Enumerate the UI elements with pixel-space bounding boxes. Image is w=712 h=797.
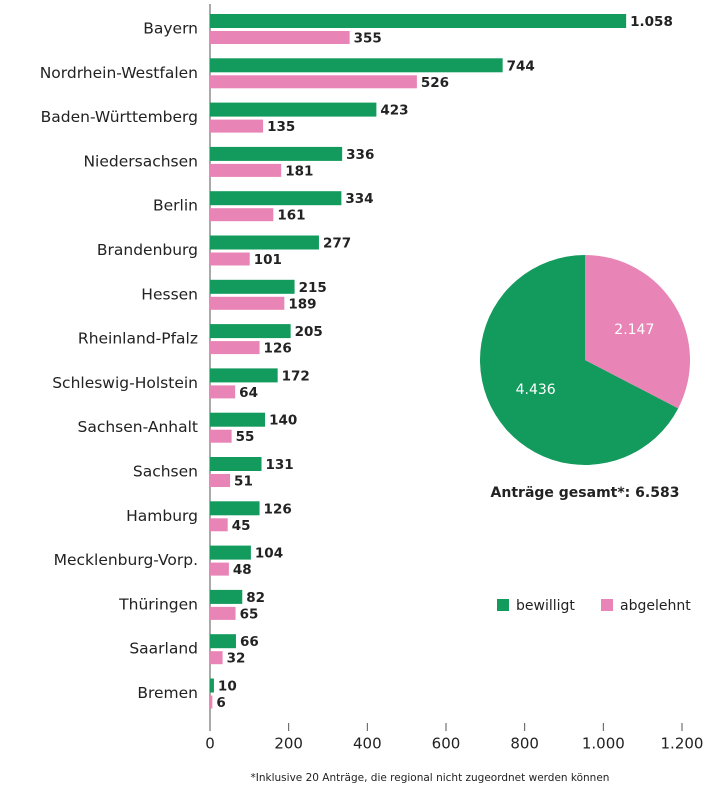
- legend-label: bewilligt: [516, 598, 575, 614]
- value-label: 161: [277, 208, 305, 224]
- bar: [210, 385, 236, 399]
- pie-title: Anträge gesamt*: 6.583: [491, 485, 680, 501]
- value-label: 277: [323, 236, 351, 252]
- bar: [210, 518, 228, 532]
- pie-slice: [480, 254, 679, 465]
- value-label: 172: [282, 368, 310, 384]
- value-label: 64: [239, 385, 258, 401]
- value-label: 355: [354, 31, 382, 47]
- bar: [210, 119, 264, 133]
- value-label: 526: [421, 75, 449, 91]
- category-label: Brandenburg: [97, 241, 198, 259]
- value-label: 131: [266, 457, 294, 473]
- bar: [210, 651, 223, 665]
- bar: [210, 14, 627, 28]
- bar: [210, 341, 260, 355]
- bar: [210, 589, 243, 604]
- value-label: 135: [267, 119, 295, 135]
- bar: [210, 695, 213, 709]
- value-label: 205: [295, 324, 323, 340]
- bar: [210, 678, 214, 693]
- bar: [210, 324, 291, 339]
- value-label: 336: [346, 147, 374, 163]
- value-label: 101: [254, 252, 282, 268]
- value-label: 51: [234, 474, 253, 490]
- category-label: Saarland: [129, 640, 198, 658]
- footnote: *Inklusive 20 Anträge, die regional nich…: [251, 772, 610, 784]
- x-tick-label: 1.000: [582, 735, 625, 753]
- category-label: Bremen: [137, 684, 198, 702]
- value-label: 215: [299, 280, 327, 296]
- bar: [210, 31, 350, 44]
- value-label: 82: [246, 590, 265, 606]
- category-label: Mecklenburg-Vorp.: [54, 551, 198, 569]
- category-label: Hessen: [141, 285, 198, 303]
- pie-slice: [585, 255, 690, 409]
- value-label: 189: [288, 296, 316, 312]
- category-label: Baden-Württemberg: [41, 108, 198, 126]
- value-label: 6: [216, 695, 225, 711]
- slice-label: 2.147: [614, 322, 654, 338]
- bar: [210, 501, 260, 516]
- category-label: Sachsen-Anhalt: [77, 418, 198, 436]
- bar: [210, 412, 266, 427]
- value-label: 140: [269, 413, 297, 429]
- bar: [210, 296, 285, 310]
- bar: [210, 58, 503, 73]
- x-tick-label: 600: [432, 735, 461, 753]
- legend-swatch: [601, 599, 613, 611]
- value-label: 334: [345, 191, 373, 207]
- bar: [210, 102, 377, 117]
- value-label: 104: [255, 546, 283, 562]
- x-tick-label: 800: [510, 735, 539, 753]
- value-label: 181: [285, 163, 313, 179]
- bar: [210, 606, 236, 620]
- value-label: 65: [240, 606, 259, 622]
- legend-swatch: [497, 599, 509, 611]
- bar: [210, 368, 278, 383]
- category-label: Hamburg: [126, 507, 198, 525]
- value-label: 423: [380, 103, 408, 119]
- bar: [210, 235, 319, 250]
- slice-label: 4.436: [516, 382, 556, 398]
- value-label: 126: [264, 501, 292, 517]
- value-label: 66: [240, 634, 259, 650]
- bar: [210, 191, 342, 206]
- bar: [210, 634, 236, 649]
- category-label: Schleswig-Holstein: [52, 374, 198, 392]
- x-tick-label: 0: [205, 735, 215, 753]
- bar: [210, 208, 274, 222]
- bar: [210, 545, 251, 560]
- bar: [210, 252, 250, 266]
- category-label: Bayern: [143, 20, 198, 38]
- bar: [210, 474, 231, 487]
- value-label: 126: [264, 341, 292, 357]
- x-tick-label: 1.200: [661, 735, 704, 753]
- value-label: 1.058: [630, 14, 673, 30]
- value-label: 55: [236, 429, 255, 445]
- x-tick-label: 400: [353, 735, 382, 753]
- value-label: 32: [227, 651, 246, 667]
- bar: [210, 562, 229, 576]
- category-label: Niedersachsen: [83, 152, 198, 170]
- bar: [210, 279, 295, 294]
- bar: [210, 429, 232, 443]
- bar: [210, 75, 417, 89]
- value-label: 10: [218, 679, 237, 695]
- bar: [210, 457, 262, 471]
- value-label: 45: [232, 518, 251, 534]
- legend-label: abgelehnt: [620, 598, 691, 614]
- value-label: 48: [233, 562, 252, 578]
- category-label: Berlin: [153, 197, 198, 215]
- category-label: Sachsen: [133, 463, 198, 481]
- category-label: Rheinland-Pfalz: [78, 330, 198, 348]
- value-label: 744: [507, 58, 535, 74]
- category-label: Thüringen: [118, 595, 198, 613]
- category-label: Nordrhein-Westfalen: [40, 64, 198, 82]
- x-tick-label: 200: [274, 735, 303, 753]
- bar: [210, 146, 343, 161]
- bar: [210, 163, 282, 177]
